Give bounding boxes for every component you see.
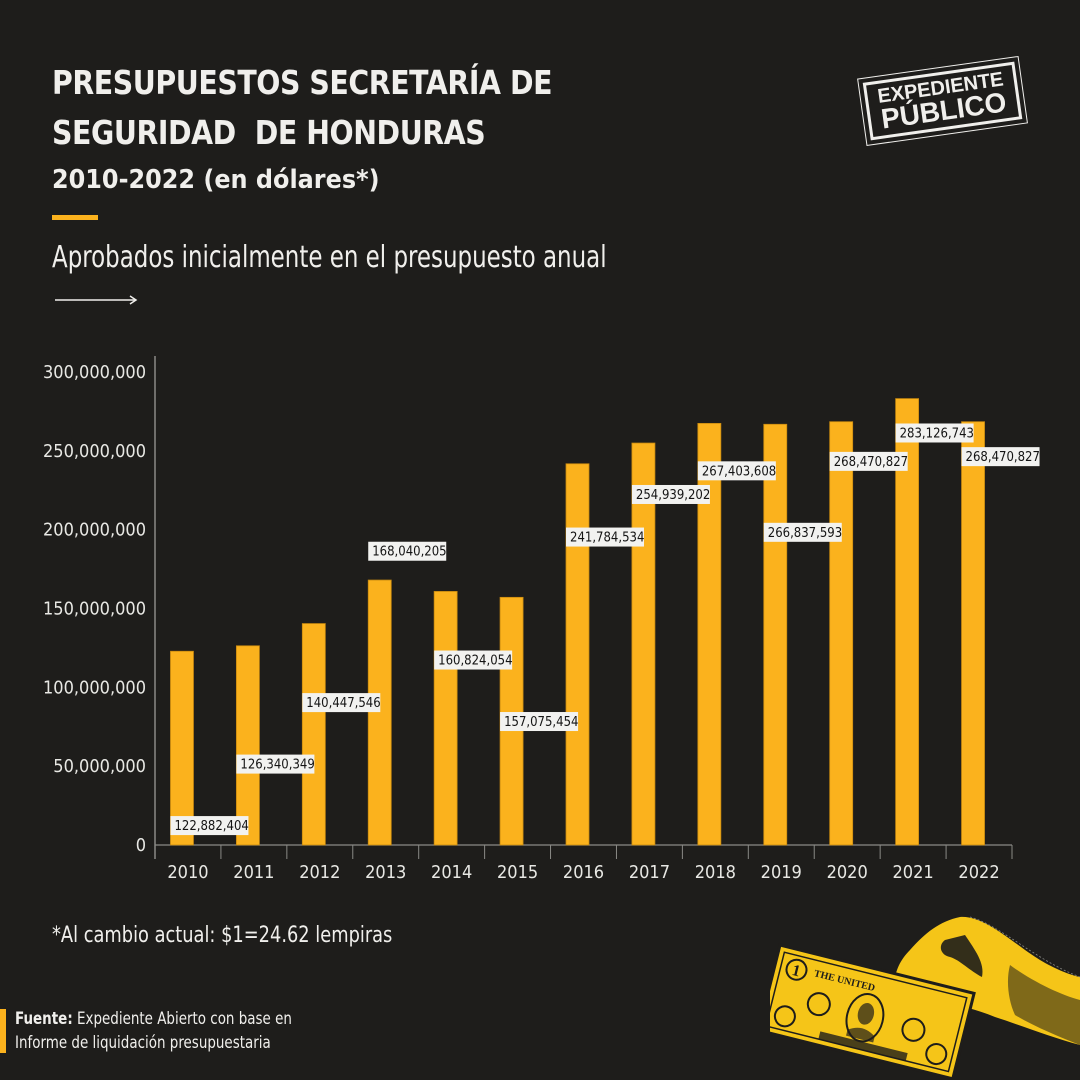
source-accent-bar xyxy=(0,1009,6,1053)
x-tick-label: 2021 xyxy=(893,862,934,883)
data-label-box xyxy=(170,816,249,836)
bar xyxy=(895,398,920,846)
data-label: 241,784,534 xyxy=(566,527,644,547)
data-label-box xyxy=(631,484,710,504)
data-label-text: 160,824,054 xyxy=(438,654,512,669)
data-label: 267,403,608 xyxy=(697,461,776,481)
data-label-text: 140,447,546 xyxy=(306,696,380,711)
x-tick-label: 2010 xyxy=(167,862,208,883)
accent-divider xyxy=(52,215,98,220)
data-label-text: 157,075,454 xyxy=(504,715,578,730)
source-line-2: Informe de liquidación presupuestaria xyxy=(15,1033,271,1053)
data-label: 168,040,205 xyxy=(368,541,447,561)
data-label: 266,837,593 xyxy=(763,522,842,542)
bar xyxy=(367,579,392,846)
hand-holding-dollar-bill-icon: 1 THE UNITED xyxy=(770,916,1080,1080)
y-tick-label: 50,000,000 xyxy=(53,756,146,777)
y-tick-label: 0 xyxy=(136,835,146,856)
x-tick-label: 2017 xyxy=(629,862,670,883)
data-label-box xyxy=(500,712,579,732)
data-label: 283,126,743 xyxy=(895,423,974,443)
y-tick-label: 200,000,000 xyxy=(43,520,146,541)
data-label-box xyxy=(961,447,1040,467)
chart-subtitle: 2010-2022 (en dólares*) xyxy=(52,165,380,195)
data-label-box xyxy=(697,461,776,481)
x-tick-label: 2019 xyxy=(761,862,802,883)
x-tick-label: 2014 xyxy=(431,862,472,883)
source-line-1: Expediente Abierto con base en xyxy=(72,1009,292,1029)
data-labels: 122,882,404 126,340,349 140,447,546 168,040… xyxy=(170,423,1040,836)
data-label-box xyxy=(829,451,908,471)
data-label-box xyxy=(763,522,842,542)
data-label: 126,340,349 xyxy=(236,754,315,774)
data-label: 140,447,546 xyxy=(302,693,381,713)
data-label-text: 126,340,349 xyxy=(240,758,314,773)
bar xyxy=(433,591,458,846)
data-label-box xyxy=(368,541,447,561)
dollar-bill: 1 THE UNITED xyxy=(770,943,976,1080)
expediente-publico-logo: EXPEDIENTE PÚBLICO xyxy=(857,54,1028,147)
data-label-text: 241,784,534 xyxy=(570,531,644,546)
data-label-box xyxy=(236,754,315,774)
data-label-text: 168,040,205 xyxy=(372,545,446,560)
data-label-text: 122,882,404 xyxy=(174,819,248,834)
data-label-box xyxy=(434,650,513,670)
x-tick-label: 2015 xyxy=(497,862,538,883)
bill-denomination-top: 1 xyxy=(790,962,802,980)
x-tick-label: 2020 xyxy=(827,862,868,883)
bar-chart: 0 50,000,000 100,000,000 150,000,000 200,000… xyxy=(43,356,1040,883)
bar xyxy=(565,463,590,846)
bar xyxy=(763,423,788,846)
chart-description: Aprobados inicialmente en el presupuesto… xyxy=(52,240,607,275)
data-label-text: 266,837,593 xyxy=(768,526,842,541)
exchange-rate-note: *Al cambio actual: $1=24.62 lempiras xyxy=(52,923,393,948)
data-label-text: 283,126,743 xyxy=(900,426,974,441)
title-line-1: PRESUPUESTOS SECRETARÍA DE xyxy=(52,63,553,102)
data-label-text: 267,403,608 xyxy=(702,464,776,479)
logo-stamp: EXPEDIENTE PÚBLICO xyxy=(857,54,1028,147)
x-tick-label: 2018 xyxy=(695,862,736,883)
x-axis: 2010 2011 2012 2013 2014 2015 2016 2017 2018 2019… xyxy=(155,844,1013,883)
x-tick-label: 2011 xyxy=(233,862,274,883)
y-tick-label: 100,000,000 xyxy=(43,677,146,698)
data-label-box xyxy=(895,423,974,443)
data-label: 268,470,827 xyxy=(829,451,908,471)
bar xyxy=(301,623,326,846)
x-tick-label: 2022 xyxy=(958,862,999,883)
y-tick-label: 300,000,000 xyxy=(43,362,146,383)
bar xyxy=(235,645,260,846)
y-axis: 0 50,000,000 100,000,000 150,000,000 200,000… xyxy=(43,356,156,859)
y-tick-label: 150,000,000 xyxy=(43,599,146,620)
data-label-box xyxy=(302,693,381,713)
data-label: 254,939,202 xyxy=(631,484,710,504)
x-tick-label: 2012 xyxy=(299,862,340,883)
data-label: 122,882,404 xyxy=(170,816,249,836)
x-tick-label: 2013 xyxy=(365,862,406,883)
x-tick-label: 2016 xyxy=(563,862,604,883)
source-citation: Fuente: Expediente Abierto con base en I… xyxy=(15,1007,292,1055)
y-tick-label: 250,000,000 xyxy=(43,441,146,462)
title-line-2: SEGURIDAD DE HONDURAS xyxy=(52,113,486,152)
bar xyxy=(829,421,854,846)
data-label-text: 268,470,827 xyxy=(834,455,908,470)
bar xyxy=(961,421,985,846)
bar xyxy=(697,422,722,846)
bar xyxy=(170,650,194,846)
data-label: 157,075,454 xyxy=(500,712,579,732)
data-label: 268,470,827 xyxy=(961,447,1040,467)
source-label: Fuente: xyxy=(15,1009,73,1029)
data-label-text: 254,939,202 xyxy=(636,488,710,503)
arrow-right-icon xyxy=(55,295,138,305)
data-label: 160,824,054 xyxy=(434,650,513,670)
data-label-text: 268,470,827 xyxy=(966,450,1040,465)
page-title: PRESUPUESTOS SECRETARÍA DE SEGURIDAD DE … xyxy=(52,58,552,158)
data-label-box xyxy=(566,527,644,547)
